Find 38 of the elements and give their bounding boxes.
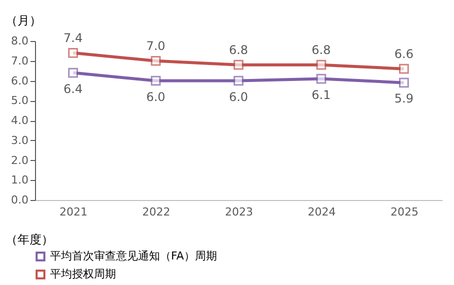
y-axis-title: （月） bbox=[6, 14, 42, 28]
point bbox=[316, 74, 326, 84]
data-label: 6.0 bbox=[228, 90, 248, 104]
data-label: 6.4 bbox=[64, 82, 83, 96]
point bbox=[316, 60, 326, 70]
point bbox=[68, 48, 78, 58]
x-tick-label: 2025 bbox=[390, 206, 418, 218]
point bbox=[399, 64, 409, 74]
y-tick-label: 8.0 bbox=[11, 34, 28, 48]
point bbox=[150, 56, 161, 66]
y-tick-label: 7.0 bbox=[11, 54, 28, 68]
data-label: 6.8 bbox=[228, 42, 248, 57]
y-tick-label: 2.0 bbox=[11, 154, 28, 167]
x-tick-label: 2021 bbox=[60, 206, 88, 218]
data-label: 5.9 bbox=[394, 92, 414, 106]
x-tick-label: 2022 bbox=[142, 206, 170, 218]
point bbox=[68, 68, 78, 78]
y-tick-label: 6.0 bbox=[11, 74, 28, 88]
y-tick-label: 3.0 bbox=[11, 134, 28, 147]
legend-label: 平均授权周期 bbox=[50, 268, 116, 280]
y-tick-label: 5.0 bbox=[11, 94, 28, 108]
point bbox=[234, 76, 244, 86]
data-label: 6.6 bbox=[394, 46, 414, 61]
data-label: 6.0 bbox=[146, 90, 166, 104]
y-tick-label: 0.0 bbox=[11, 194, 28, 206]
point bbox=[150, 76, 161, 86]
legend-label: 平均首次审查意见通知（FA）周期 bbox=[50, 250, 217, 262]
data-label: 6.1 bbox=[312, 88, 331, 102]
point bbox=[399, 78, 409, 88]
x-axis-title: （年度） bbox=[6, 232, 54, 246]
x-tick-label: 2023 bbox=[225, 206, 253, 218]
data-label: 7.0 bbox=[146, 38, 166, 53]
data-label: 7.4 bbox=[64, 30, 83, 45]
x-tick-label: 2024 bbox=[308, 206, 336, 218]
point bbox=[234, 60, 244, 70]
data-label: 6.8 bbox=[312, 42, 331, 57]
y-tick-label: 4.0 bbox=[11, 114, 28, 127]
y-tick-label: 1.0 bbox=[11, 174, 28, 187]
